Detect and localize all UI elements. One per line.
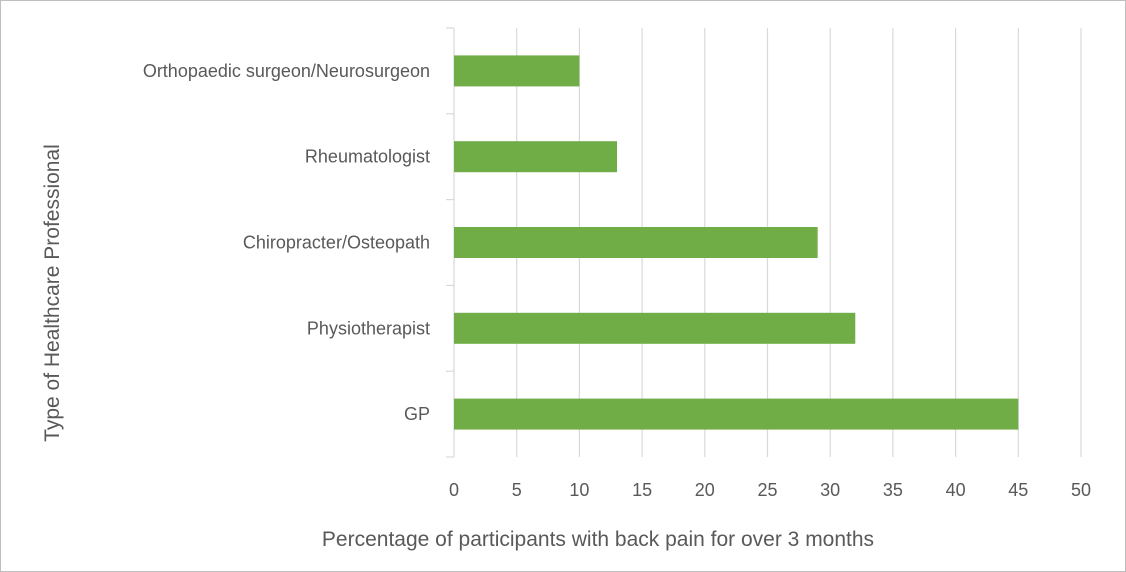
x-tick-label: 15 xyxy=(632,480,652,500)
x-tick-labels: 0 5 10 15 20 25 30 35 40 45 50 xyxy=(449,480,1091,500)
bar-2 xyxy=(454,227,818,258)
category-labels: Orthopaedic surgeon/Neurosurgeon Rheumato… xyxy=(143,61,430,424)
category-label: Orthopaedic surgeon/Neurosurgeon xyxy=(143,61,430,81)
x-tick-label: 0 xyxy=(449,480,459,500)
x-tick-label: 10 xyxy=(569,480,589,500)
x-tick-label: 30 xyxy=(820,480,840,500)
category-label: GP xyxy=(404,404,430,424)
x-tick-label: 5 xyxy=(512,480,522,500)
bar-0 xyxy=(454,55,580,87)
category-label: Chiropracter/Osteopath xyxy=(243,233,430,253)
bars xyxy=(454,55,1019,430)
x-tick-label: 20 xyxy=(695,480,715,500)
bar-1 xyxy=(454,141,618,173)
category-label: Rheumatologist xyxy=(305,147,430,167)
x-tick-label: 40 xyxy=(946,480,966,500)
x-axis-title: Percentage of participants with back pai… xyxy=(322,528,874,551)
x-tick-label: 25 xyxy=(757,480,777,500)
x-tick-label: 35 xyxy=(883,480,903,500)
bar-3 xyxy=(454,312,856,344)
x-tick-label: 45 xyxy=(1008,480,1028,500)
bar-4 xyxy=(454,398,1019,430)
x-tick-label: 50 xyxy=(1071,480,1091,500)
y-axis-title: Type of Healthcare Professional xyxy=(41,144,64,442)
category-label: Physiotherapist xyxy=(307,318,430,338)
